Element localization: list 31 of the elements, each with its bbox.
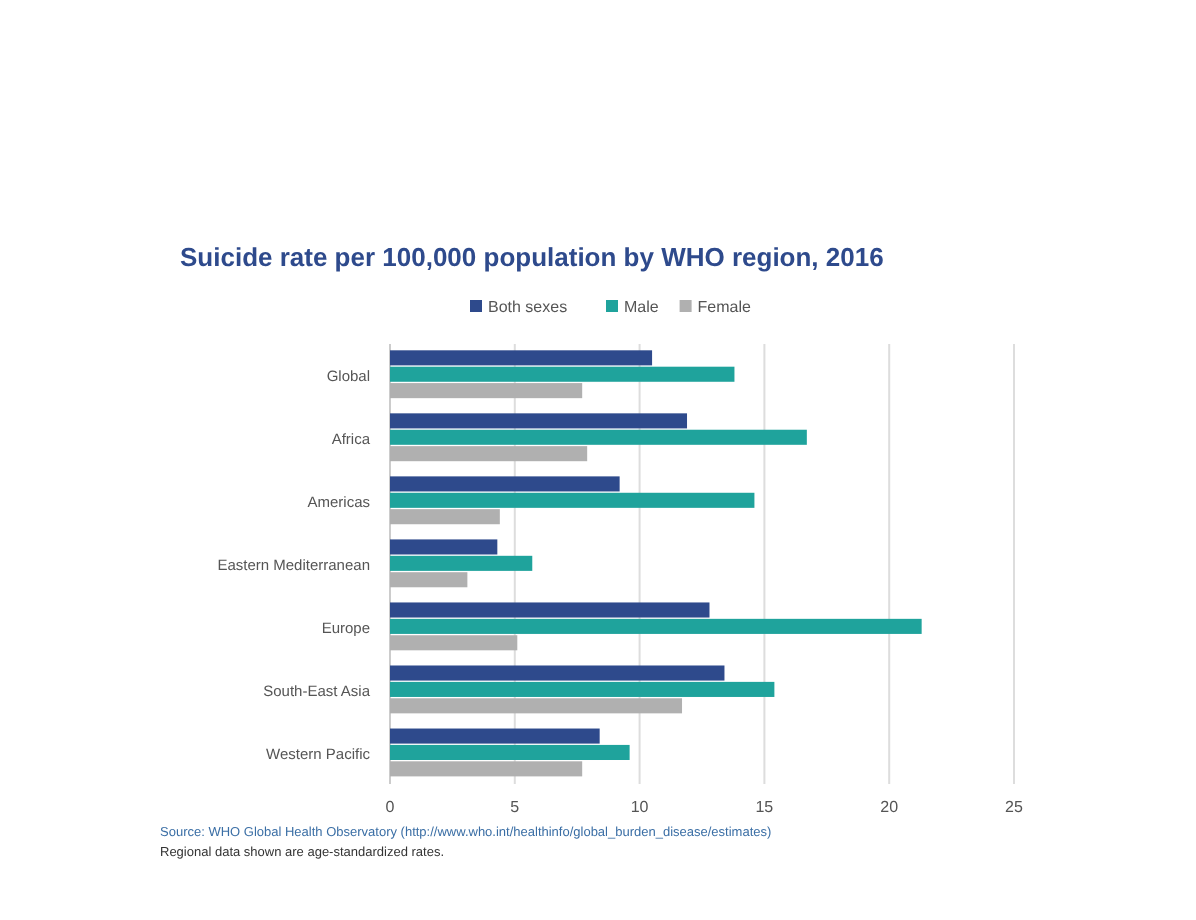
bar — [390, 681, 775, 697]
bar — [390, 350, 653, 366]
x-tick-label: 10 — [630, 798, 650, 816]
bar — [390, 383, 583, 399]
bar — [390, 698, 683, 714]
chart-title: Suicide rate per 100,000 population by WHO region, 2016 — [180, 242, 884, 272]
x-tick-label: 5 — [510, 798, 521, 816]
x-tick-label: 20 — [880, 798, 900, 816]
bar — [390, 602, 710, 618]
x-tick-label: 0 — [385, 798, 396, 816]
bar — [390, 509, 500, 525]
bar — [390, 728, 600, 744]
bar — [390, 413, 688, 429]
bar — [390, 744, 630, 760]
bar — [390, 429, 807, 445]
bar — [390, 761, 583, 777]
bar — [390, 665, 725, 681]
bar — [390, 366, 735, 382]
bar — [390, 539, 498, 555]
x-tick-label: 25 — [1005, 798, 1024, 816]
bar — [390, 476, 620, 492]
x-tick-label: 15 — [755, 798, 775, 816]
legend-label: Both sexes — [488, 298, 568, 316]
legend-label: Male — [624, 298, 660, 316]
bar — [390, 492, 755, 508]
bar — [390, 555, 533, 571]
bar — [390, 618, 922, 634]
bar — [390, 635, 518, 651]
bar — [390, 446, 588, 462]
bar — [390, 572, 468, 588]
legend-label: Female — [697, 298, 753, 316]
